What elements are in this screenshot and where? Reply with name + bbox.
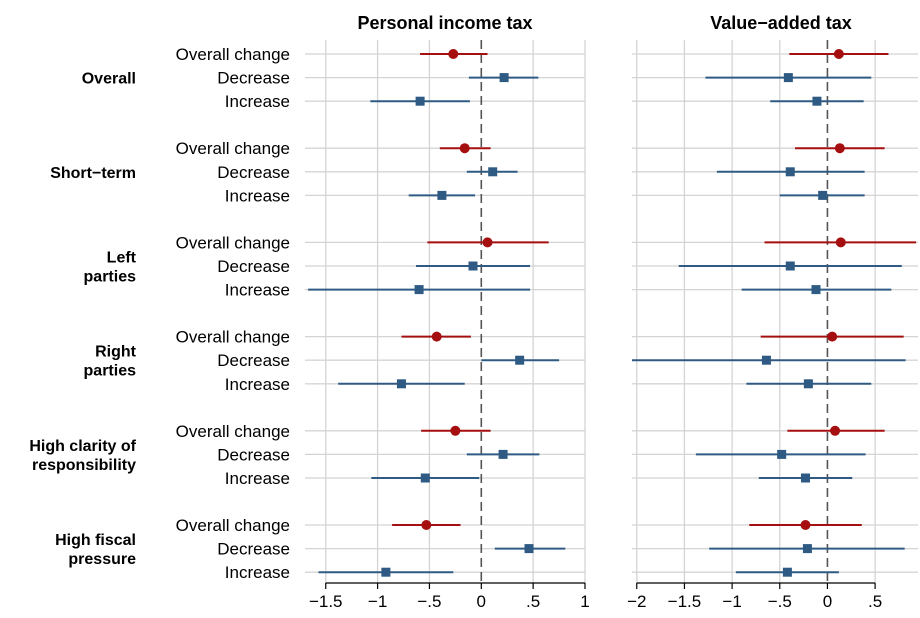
point-estimate <box>396 379 406 389</box>
x-tick-label: 1 <box>580 592 589 611</box>
row-label: Decrease <box>217 351 290 370</box>
point-estimate <box>783 73 793 83</box>
x-tick-label: −1.5 <box>668 592 702 611</box>
point-estimate <box>381 567 391 577</box>
point-estimate <box>459 143 470 154</box>
point-estimate <box>830 425 841 436</box>
group-label: Short−term <box>50 165 136 182</box>
point-estimate <box>414 285 424 295</box>
panel-2: Value−added tax −2 −1.5 −1 −.5 0 .5 <box>627 13 918 611</box>
point-estimate <box>818 190 828 200</box>
row-label: Decrease <box>217 257 290 276</box>
point-estimate <box>482 237 493 248</box>
point-estimate <box>777 449 787 459</box>
point-estimate <box>833 49 844 59</box>
point-estimate <box>431 331 442 342</box>
panel-1: Personal income tax −1.5 −1 −.5 0 .5 1 <box>305 13 590 611</box>
row-label: Overall change <box>176 233 290 252</box>
row-label: Overall change <box>176 516 290 535</box>
group-label: Right <box>95 344 137 361</box>
point-estimate <box>468 261 478 271</box>
row-label: Overall change <box>176 328 290 347</box>
point-estimate <box>801 473 811 483</box>
x-tick-label: .5 <box>526 592 540 611</box>
group-label: responsibility <box>32 457 136 474</box>
point-estimate <box>515 355 525 365</box>
x-tick-label: −1 <box>368 592 387 611</box>
row-label: Decrease <box>217 445 290 464</box>
point-estimate <box>499 73 509 83</box>
x-tick-label: .5 <box>868 592 882 611</box>
row-label: Increase <box>225 281 290 300</box>
point-estimate <box>800 520 811 530</box>
group-label: parties <box>84 269 137 286</box>
group-label: Left <box>107 250 137 267</box>
x-tick-label: −1 <box>722 592 741 611</box>
point-estimate <box>415 96 425 106</box>
point-estimate <box>785 261 795 271</box>
group-label: High clarity of <box>29 438 136 455</box>
point-estimate <box>498 449 508 459</box>
point-estimate <box>421 520 432 530</box>
point-estimate <box>761 355 771 365</box>
row-label: Overall change <box>176 422 290 441</box>
point-estimate <box>420 473 430 483</box>
point-estimate <box>811 285 821 295</box>
point-estimate <box>450 425 461 436</box>
point-estimate <box>835 237 846 248</box>
panel-title: Personal income tax <box>357 13 532 33</box>
row-label: Decrease <box>217 69 290 88</box>
group-label: pressure <box>68 551 136 568</box>
row-label: Increase <box>225 92 290 111</box>
x-tick-label: 0 <box>477 592 486 611</box>
x-tick-label: −.5 <box>768 592 792 611</box>
point-estimate <box>834 143 845 154</box>
point-estimate <box>524 544 534 554</box>
point-estimate <box>812 96 822 106</box>
group-label: High fiscal <box>55 532 136 549</box>
point-estimate <box>437 190 447 200</box>
point-estimate <box>785 167 795 177</box>
point-estimate <box>488 167 498 177</box>
x-tick-label: 0 <box>823 592 832 611</box>
row-label: Increase <box>225 186 290 205</box>
panel-title: Value−added tax <box>710 13 852 33</box>
group-label: parties <box>84 363 137 380</box>
row-label: Decrease <box>217 163 290 182</box>
x-tick-label: −2 <box>627 592 646 611</box>
point-estimate <box>448 49 459 59</box>
row-label: Increase <box>225 375 290 394</box>
row-label: Overall change <box>176 45 290 64</box>
point-estimate <box>803 379 813 389</box>
point-estimate <box>802 544 812 554</box>
row-label: Increase <box>225 563 290 582</box>
row-label: Overall change <box>176 139 290 158</box>
x-tick-label: −1.5 <box>309 592 343 611</box>
group-label: Overall <box>82 71 136 88</box>
point-estimate <box>782 567 792 577</box>
row-label: Decrease <box>217 540 290 559</box>
x-tick-label: −.5 <box>417 592 441 611</box>
point-estimate <box>827 331 838 342</box>
row-label: Increase <box>225 469 290 488</box>
